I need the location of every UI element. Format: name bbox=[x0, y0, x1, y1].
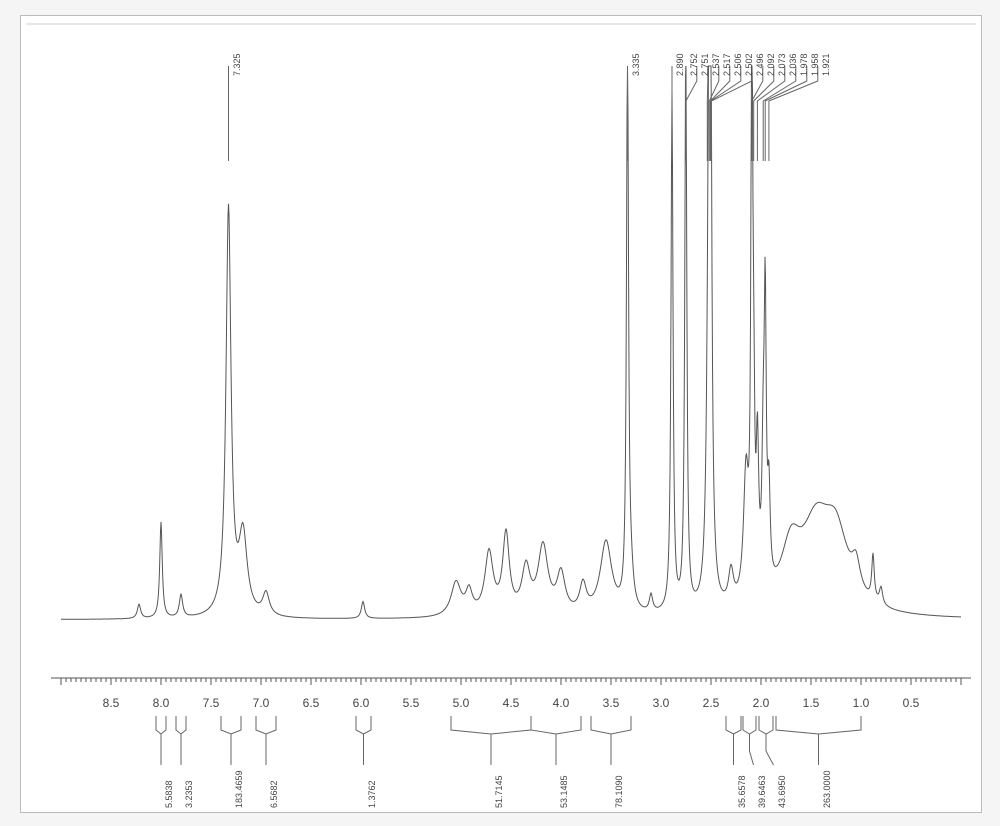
integral-value-label: 53.1485 bbox=[559, 775, 569, 808]
peak-ppm-label: 2.537 bbox=[711, 53, 721, 76]
peak-ppm-label: 7.325 bbox=[232, 53, 242, 76]
spectrum-plot bbox=[21, 16, 981, 812]
axis-tick-label: 7.5 bbox=[203, 696, 220, 710]
axis-tick-label: 1.0 bbox=[853, 696, 870, 710]
peak-ppm-label: 2.073 bbox=[777, 53, 787, 76]
integral-value-label: 183.4659 bbox=[234, 770, 244, 808]
integral-value-label: 39.6463 bbox=[757, 775, 767, 808]
peak-ppm-label: 1.921 bbox=[821, 53, 831, 76]
peak-ppm-label: 2.751 bbox=[700, 53, 710, 76]
axis-tick-label: 4.5 bbox=[503, 696, 520, 710]
peak-ppm-label: 2.517 bbox=[722, 53, 732, 76]
axis-tick-label: 8.5 bbox=[103, 696, 120, 710]
axis-tick-label: 2.0 bbox=[753, 696, 770, 710]
axis-tick-label: 4.0 bbox=[553, 696, 570, 710]
peak-ppm-label: 2.092 bbox=[766, 53, 776, 76]
nmr-panel: 7.325 3.335 2.890 2.7522.7512.5372.5172.506… bbox=[20, 15, 982, 813]
axis-tick-label: 1.5 bbox=[803, 696, 820, 710]
peak-ppm-label: 2.036 bbox=[788, 53, 798, 76]
integral-value-label: 1.3762 bbox=[367, 780, 377, 808]
axis-tick-label: 2.5 bbox=[703, 696, 720, 710]
integral-value-label: 78.1090 bbox=[614, 775, 624, 808]
integral-value-label: 51.7145 bbox=[494, 775, 504, 808]
axis-tick-label: 6.5 bbox=[303, 696, 320, 710]
axis-tick-label: 8.0 bbox=[153, 696, 170, 710]
axis-tick-label: 5.0 bbox=[453, 696, 470, 710]
peak-ppm-label: 1.958 bbox=[810, 53, 820, 76]
peak-ppm-label: 2.890 bbox=[675, 53, 685, 76]
axis-tick-label: 6.0 bbox=[353, 696, 370, 710]
nmr-frame: 7.325 3.335 2.890 2.7522.7512.5372.5172.506… bbox=[0, 0, 1000, 826]
integral-value-label: 5.5838 bbox=[164, 780, 174, 808]
peak-ppm-label: 2.496 bbox=[755, 53, 765, 76]
axis-tick-label: 7.0 bbox=[253, 696, 270, 710]
axis-tick-label: 3.0 bbox=[653, 696, 670, 710]
peak-ppm-label: 2.752 bbox=[689, 53, 699, 76]
integral-value-label: 263.0000 bbox=[822, 770, 832, 808]
integral-value-label: 6.5682 bbox=[269, 780, 279, 808]
axis-tick-label: 0.5 bbox=[903, 696, 920, 710]
peak-ppm-label: 2.502 bbox=[744, 53, 754, 76]
integral-value-label: 43.6950 bbox=[777, 775, 787, 808]
integral-value-label: 35.6578 bbox=[737, 775, 747, 808]
peak-ppm-label: 1.978 bbox=[799, 53, 809, 76]
peak-ppm-label: 3.335 bbox=[631, 53, 641, 76]
axis-tick-label: 5.5 bbox=[403, 696, 420, 710]
integral-value-label: 3.2353 bbox=[184, 780, 194, 808]
peak-ppm-label: 2.506 bbox=[733, 53, 743, 76]
axis-tick-label: 3.5 bbox=[603, 696, 620, 710]
